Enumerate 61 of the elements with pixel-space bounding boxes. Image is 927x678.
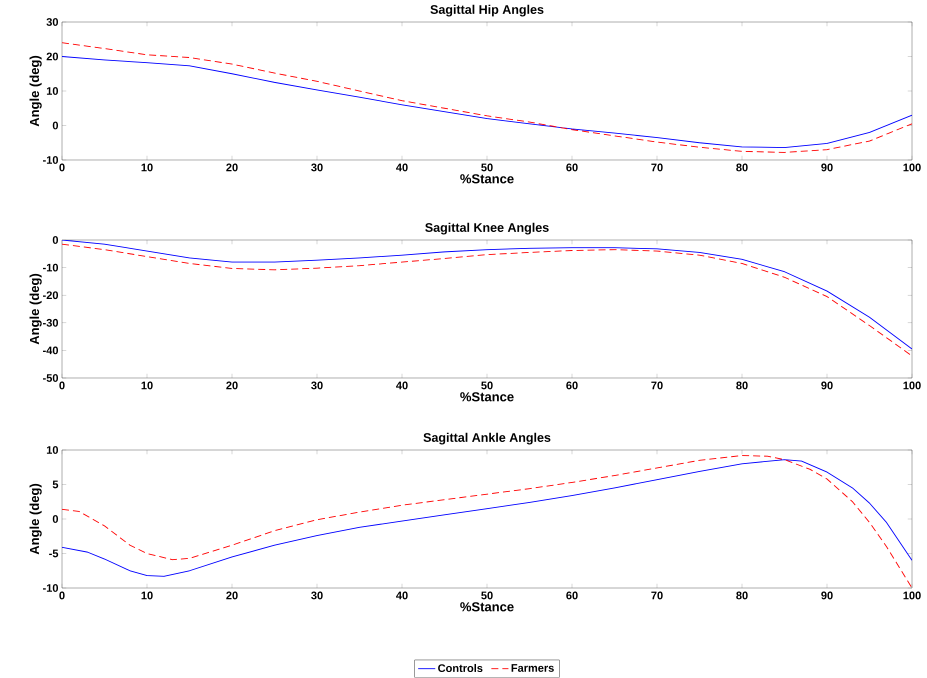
x-tick-label: 50 [481,592,493,600]
x-tick-label: 30 [311,592,323,600]
legend-label: Controls [438,664,482,672]
x-tick-label: 100 [904,592,921,600]
x-tick-label: 0 [59,164,65,172]
line-series [62,56,912,148]
y-tick-label: -30 [42,319,58,327]
x-tick-label: 90 [821,592,833,600]
x-tick-label: 90 [821,382,833,390]
x-tick-label: 30 [311,382,323,390]
x-tick-label: 20 [226,592,238,600]
y-tick-label: 20 [46,52,58,61]
x-tick-label: 20 [226,164,238,172]
x-tick-label: 40 [396,164,408,172]
x-tick-label: 100 [904,382,921,390]
y-tick-label: -50 [42,374,58,382]
y-tick-label: 30 [46,18,58,26]
y-tick-label: -10 [42,584,58,592]
x-tick-label: 0 [59,592,65,600]
y-axis-title: Angle (deg) [30,274,42,345]
x-axis-title: %Stance [460,392,514,402]
x-tick-label: 50 [481,382,493,390]
x-tick-label: 90 [821,164,833,172]
x-tick-label: 50 [481,164,493,172]
x-tick-label: 40 [396,382,408,390]
y-tick-label: 0 [52,515,58,524]
x-tick-label: 70 [651,592,663,600]
y-tick-label: -5 [49,550,58,558]
x-tick-label: 100 [904,164,921,172]
x-tick-label: 70 [651,382,663,390]
x-tick-label: 60 [566,382,578,390]
x-tick-label: 20 [226,382,238,390]
x-tick-label: 30 [311,164,323,172]
y-tick-label: -10 [42,264,58,272]
x-tick-label: 0 [59,382,65,390]
x-axis-title: %Stance [460,602,514,612]
x-tick-label: 80 [736,382,748,390]
y-axis-title: Angle (deg) [30,484,42,555]
y-tick-label: 10 [46,446,58,454]
y-tick-label: -10 [42,156,58,164]
legend-label: Farmers [512,664,554,672]
x-tick-label: 10 [142,592,153,600]
x-tick-label: 10 [142,164,153,172]
y-tick-label: -40 [42,346,58,354]
chart-title: Sagittal Hip Angles [430,4,544,17]
chart-title: Sagittal Knee Angles [425,222,549,235]
y-tick-label: 0 [52,236,58,244]
y-tick-label: 0 [52,122,58,130]
y-tick-label: 5 [52,480,58,489]
x-tick-label: 80 [736,592,748,600]
x-tick-label: 40 [396,592,408,600]
x-tick-label: 70 [651,164,663,172]
y-tick-label: 10 [46,87,58,96]
x-tick-label: 60 [566,164,578,172]
x-tick-label: 80 [736,164,748,172]
chart-title: Sagittal Ankle Angles [423,432,550,445]
x-axis-title: %Stance [460,174,514,184]
y-tick-label: -20 [42,292,58,300]
y-axis-title: Angle (deg) [30,56,42,127]
x-tick-label: 10 [142,382,153,390]
x-tick-label: 60 [566,592,578,600]
